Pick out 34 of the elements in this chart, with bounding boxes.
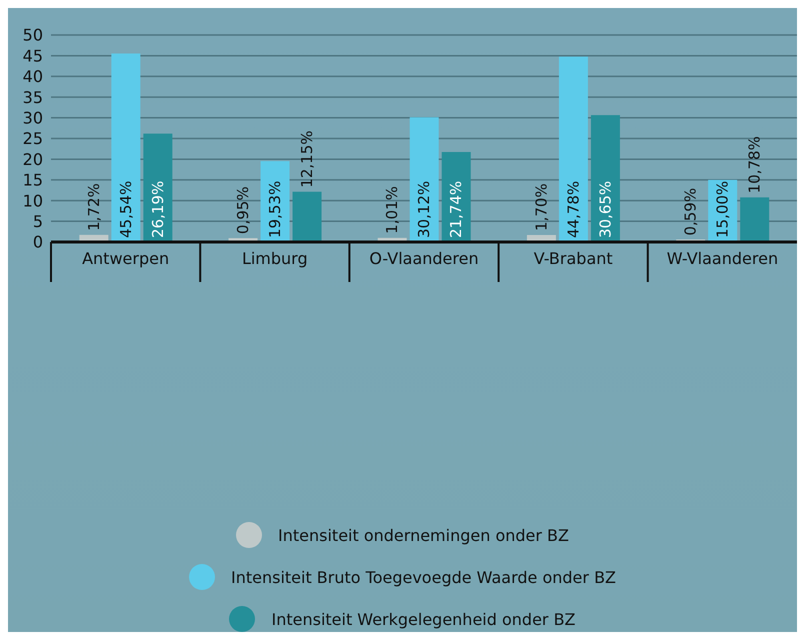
- data-label: 0,95%: [234, 186, 252, 234]
- legend-label: Intensiteit ondernemingen onder BZ: [278, 526, 569, 544]
- data-label: 45,54%: [116, 180, 135, 238]
- y-tick-label: 45: [22, 46, 43, 66]
- y-tick-label: 20: [22, 150, 43, 169]
- data-label: 30,65%: [596, 180, 614, 238]
- x-tick-label: V-Brabant: [534, 249, 613, 268]
- x-tick-label: O-Vlaanderen: [369, 249, 479, 268]
- y-tick-label: 0: [32, 232, 43, 252]
- y-tick-label: 40: [22, 67, 43, 86]
- data-label: 30,12%: [415, 180, 434, 238]
- y-tick-label: 5: [32, 212, 43, 231]
- data-label: 1,72%: [84, 183, 103, 231]
- data-label: 12,15%: [298, 130, 316, 188]
- data-label: 19,53%: [266, 180, 284, 238]
- x-tick-label: Limburg: [242, 249, 308, 268]
- y-tick-label: 15: [22, 170, 43, 190]
- y-tick-label: 35: [22, 88, 43, 107]
- data-label: 0,59%: [682, 188, 700, 236]
- data-label: 1,01%: [383, 186, 402, 234]
- data-label: 26,19%: [148, 180, 167, 238]
- y-tick-label: 25: [22, 129, 43, 148]
- legend-label: Intensiteit Bruto Toegevoegde Waarde onder BZ: [230, 568, 616, 586]
- data-label: 15,00%: [714, 180, 732, 238]
- data-label: 1,70%: [532, 183, 550, 231]
- y-tick-label: 30: [22, 108, 43, 128]
- y-tick-label: 10: [22, 191, 43, 210]
- data-label: 44,78%: [564, 180, 582, 238]
- legend-label: Intensiteit Werkgelegenheid onder BZ: [271, 610, 576, 628]
- x-tick-label: Antwerpen: [82, 249, 170, 268]
- y-tick-label: 50: [22, 26, 43, 45]
- data-label: 10,78%: [746, 136, 764, 194]
- x-tick-label: W-Vlaanderen: [666, 249, 778, 268]
- data-label: 21,74%: [447, 180, 466, 238]
